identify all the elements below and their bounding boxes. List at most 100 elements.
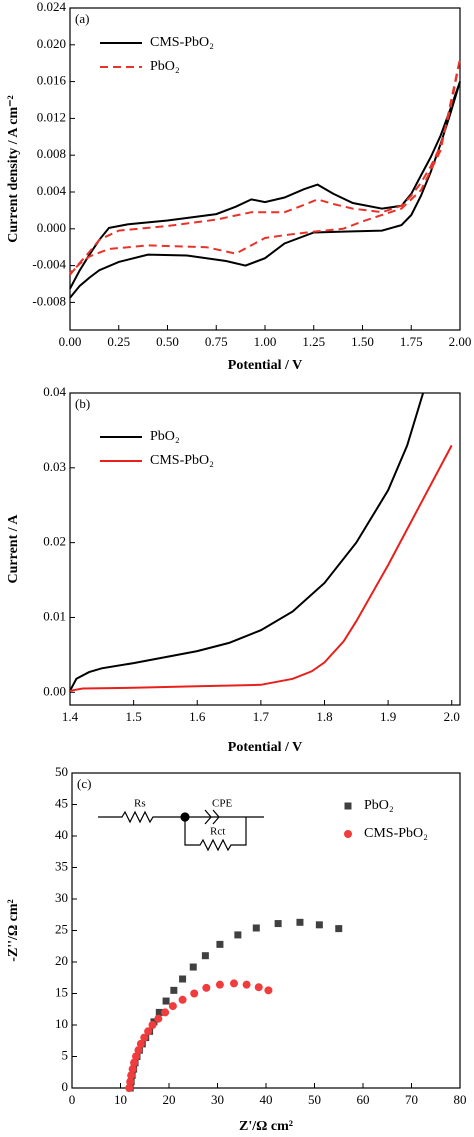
legend-swatch	[344, 830, 352, 838]
x-tick-label: 0.25	[107, 334, 130, 349]
point	[201, 952, 209, 960]
y-tick-label: -0.008	[32, 293, 66, 308]
panel-label: (a)	[75, 11, 89, 26]
y-tick-label: -0.004	[32, 257, 66, 272]
y-tick-label: 35	[55, 858, 68, 873]
x-tick-label: 80	[454, 1092, 467, 1107]
plot-frame	[69, 392, 461, 706]
point	[154, 1014, 163, 1023]
y-tick-label: 30	[55, 890, 68, 905]
y-axis-title: Current / A	[6, 514, 21, 584]
x-tick-label: 1.6	[189, 709, 206, 724]
panel-label: (b)	[75, 396, 90, 411]
y-tick-label: 45	[55, 795, 68, 810]
y-tick-label: 0.000	[37, 220, 66, 235]
point	[274, 920, 282, 928]
x-tick-label: 70	[405, 1092, 418, 1107]
legend-label: CMS-PbO₂	[150, 35, 214, 50]
equivalent-circuit	[98, 809, 264, 852]
plot-frame	[69, 7, 461, 331]
plot-frame	[71, 772, 461, 1089]
point	[126, 1077, 135, 1086]
circuit-label: CPE	[212, 798, 232, 810]
point	[242, 980, 251, 989]
y-tick-label: 0.03	[43, 459, 66, 474]
y-tick-label: 15	[55, 984, 68, 999]
point	[215, 980, 224, 989]
y-tick-label: 10	[55, 1016, 68, 1031]
x-tick-label: 1.25	[302, 334, 325, 349]
x-tick-label: 2.00	[449, 334, 472, 349]
legend-swatch	[344, 802, 352, 810]
x-tick-label: 0.50	[156, 334, 179, 349]
y-tick-label: 0.016	[37, 73, 67, 88]
x-tick-label: 60	[357, 1092, 370, 1107]
y-tick-label: 0.02	[43, 534, 66, 549]
y-tick-label: 40	[55, 827, 68, 842]
data-line	[69, 392, 425, 692]
point	[136, 1039, 145, 1048]
point	[140, 1033, 149, 1042]
point	[130, 1058, 139, 1067]
y-tick-label: 5	[62, 1047, 69, 1062]
point	[252, 924, 260, 932]
x-tick-label: 1.75	[400, 334, 423, 349]
x-tick-label: 1.7	[253, 709, 270, 724]
point	[229, 979, 238, 988]
panel-label: (c)	[77, 776, 91, 791]
x-tick-label: 40	[260, 1092, 273, 1107]
legend-label: PbO₂	[150, 429, 180, 444]
circuit-label: Rs	[134, 798, 146, 810]
point	[148, 1021, 157, 1029]
point	[202, 983, 211, 992]
y-tick-label: 0.024	[37, 0, 67, 14]
point	[315, 921, 323, 929]
y-tick-label: 0.012	[37, 109, 66, 124]
legend-label: CMS-PbO₂	[364, 826, 428, 841]
point	[234, 931, 242, 939]
data-line	[69, 58, 461, 276]
point	[254, 983, 263, 992]
point	[189, 963, 197, 971]
point	[144, 1027, 153, 1036]
point	[264, 986, 273, 995]
point	[127, 1071, 136, 1080]
point	[162, 997, 170, 1005]
x-axis-title: Z'/Ω cm²	[239, 1119, 293, 1134]
point	[134, 1046, 143, 1055]
x-tick-label: 0.00	[59, 334, 82, 349]
x-tick-label: 50	[308, 1092, 321, 1107]
point	[216, 940, 224, 948]
x-axis-title: Potential / V	[228, 740, 302, 755]
legend-label: CMS-PbO₂	[150, 453, 214, 468]
y-tick-label: 50	[55, 764, 68, 779]
x-tick-label: 2.0	[444, 709, 460, 724]
data-line	[69, 444, 453, 692]
point	[170, 986, 178, 994]
y-tick-label: 0.01	[43, 608, 66, 623]
x-tick-label: 1.00	[254, 334, 277, 349]
x-tick-label: 1.4	[62, 709, 79, 724]
y-tick-label: 25	[55, 921, 68, 936]
x-tick-label: 20	[163, 1092, 176, 1107]
y-tick-label: 0.00	[43, 683, 66, 698]
x-tick-label: 10	[114, 1092, 127, 1107]
point	[179, 975, 187, 983]
x-tick-label: 0.75	[205, 334, 228, 349]
legend-label: PbO₂	[150, 59, 180, 74]
x-tick-label: 1.50	[351, 334, 374, 349]
x-tick-label: 0	[69, 1092, 76, 1107]
y-tick-label: 0	[62, 1079, 69, 1094]
point	[125, 1084, 134, 1092]
x-tick-label: 1.9	[380, 709, 396, 724]
point	[155, 1008, 163, 1016]
x-tick-label: 30	[211, 1092, 224, 1107]
y-tick-label: 0.008	[37, 146, 66, 161]
x-tick-label: 1.5	[125, 709, 141, 724]
point	[128, 1065, 137, 1074]
y-tick-label: 20	[55, 953, 68, 968]
y-tick-label: 0.020	[37, 36, 66, 51]
y-tick-label: 0.004	[37, 183, 67, 198]
x-tick-label: 1.8	[316, 709, 332, 724]
point	[190, 989, 199, 998]
